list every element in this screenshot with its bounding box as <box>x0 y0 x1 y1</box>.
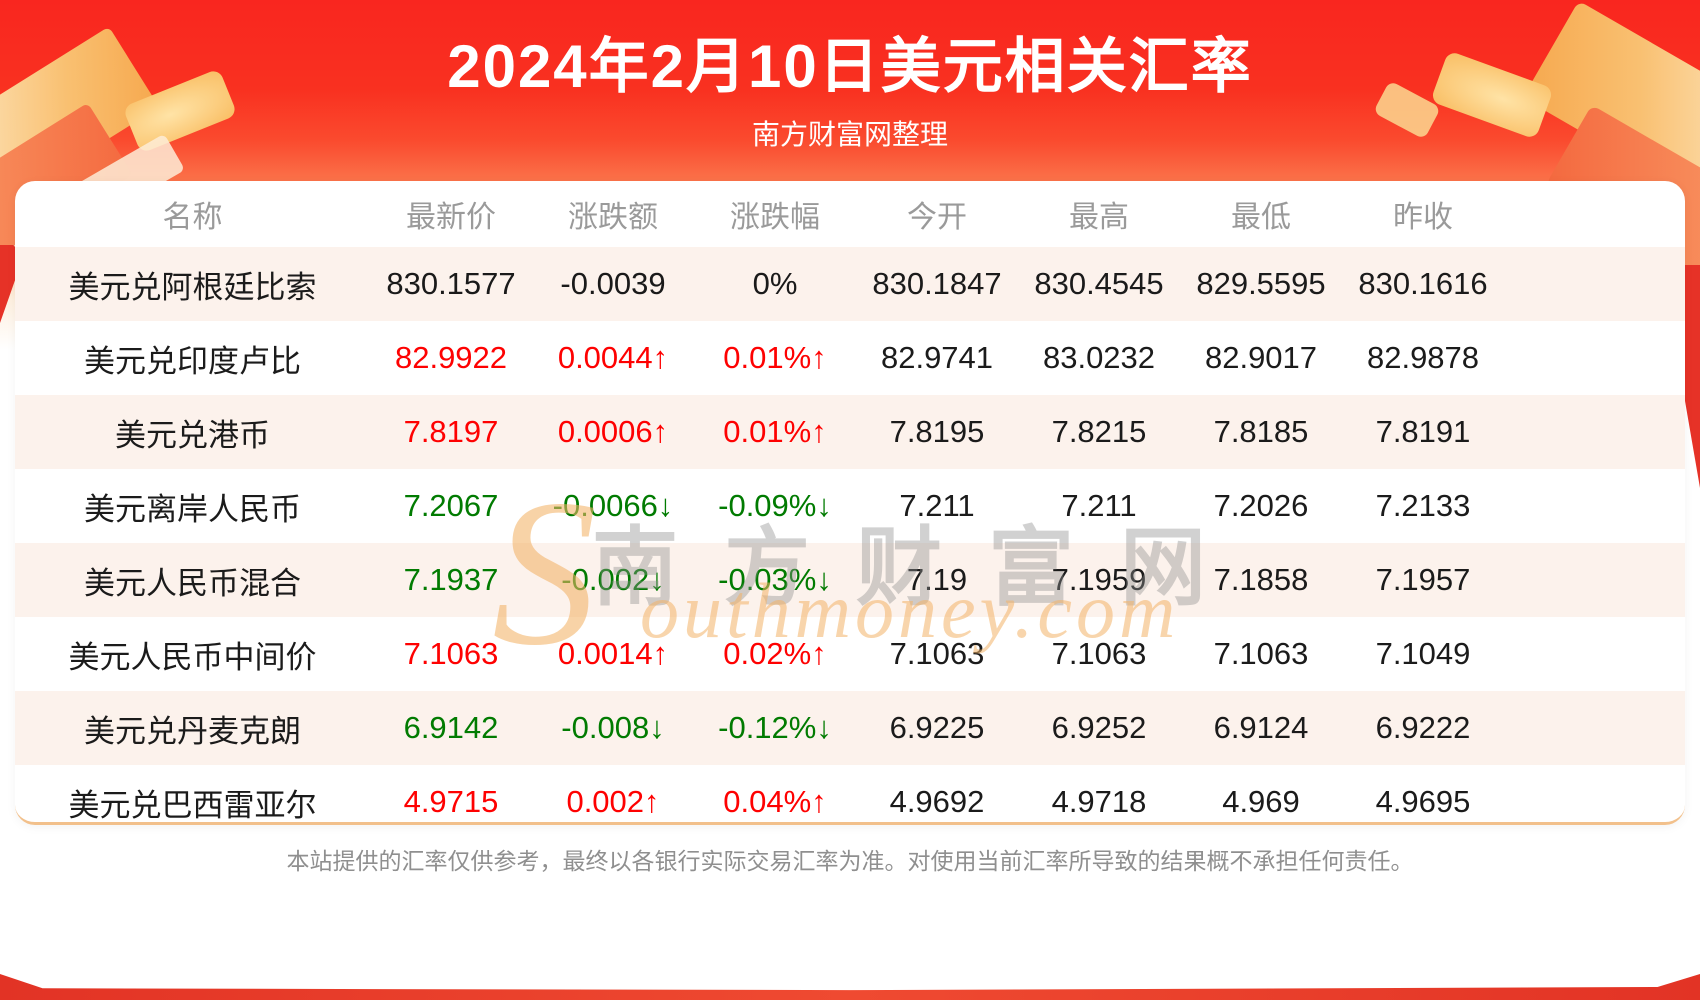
pair-name-cell: 美元人民币混合 <box>84 565 301 601</box>
pair-name-cell: 美元人民币中间价 <box>68 639 317 675</box>
open-cell: 4.9692 <box>889 784 985 819</box>
latest-cell: 7.1063 <box>403 636 499 671</box>
high-cell: 7.211 <box>1061 488 1137 523</box>
high-cell: 830.4545 <box>1034 266 1164 301</box>
prev-close-cell: 4.9695 <box>1375 784 1471 819</box>
open-cell: 7.211 <box>899 488 975 523</box>
high-cell: 7.8215 <box>1051 414 1147 449</box>
table-row: 美元兑港币 7.8197 0.0006↑ 0.01%↑ 7.8195 7.8215 7.81… <box>15 395 1685 469</box>
col-header-name: 名称 <box>162 201 223 234</box>
change-pct-cell: 0.04%↑ <box>723 784 827 819</box>
change-cell: 0.0044↑ <box>557 340 669 375</box>
col-header-low: 最低 <box>1231 201 1291 234</box>
high-cell: 7.1959 <box>1051 562 1147 597</box>
table-row: 美元离岸人民币 7.2067 -0.0066↓ -0.09%↓ 7.211 7.211 7.… <box>15 469 1685 543</box>
open-cell: 7.19 <box>906 562 968 597</box>
low-cell: 82.9017 <box>1204 340 1318 375</box>
low-cell: 7.2026 <box>1213 488 1309 523</box>
change-cell: -0.0066↓ <box>552 488 674 523</box>
decor-red-bottom-bar <box>0 974 1700 1000</box>
pair-name-cell: 美元兑港币 <box>115 417 270 453</box>
rates-table-card: 名称 最新价 涨跌额 涨跌幅 今开 最高 最低 昨收 美元兑阿根廷比索 830.1… <box>15 181 1685 825</box>
change-pct-cell: 0.02%↑ <box>723 636 827 671</box>
pair-name-cell: 美元兑巴西雷亚尔 <box>68 787 317 823</box>
table-row: 美元兑阿根廷比索 830.1577 -0.0039 0% 830.1847 830.454… <box>15 247 1685 321</box>
pair-name-cell: 美元兑阿根廷比索 <box>68 269 317 305</box>
change-cell: -0.008↓ <box>561 710 665 745</box>
high-cell: 6.9252 <box>1051 710 1147 745</box>
high-cell: 4.9718 <box>1051 784 1147 819</box>
table-row: 美元兑印度卢比 82.9922 0.0044↑ 0.01%↑ 82.9741 83.023… <box>15 321 1685 395</box>
table-row: 美元人民币中间价 7.1063 0.0014↑ 0.02%↑ 7.1063 7.1063 7… <box>15 617 1685 691</box>
disclaimer-text: 本站提供的汇率仅供参考，最终以各银行实际交易汇率为准。对使用当前汇率所导致的结果… <box>286 848 1414 874</box>
change-pct-cell: 0.01%↑ <box>723 340 827 375</box>
high-cell: 7.1063 <box>1051 636 1147 671</box>
prev-close-cell: 7.2133 <box>1375 488 1471 523</box>
page-subtitle: 南方财富网整理 <box>751 119 948 150</box>
table-row: 美元兑巴西雷亚尔 4.9715 0.002↑ 0.04%↑ 4.9692 4.9718 4.… <box>15 765 1685 839</box>
prev-close-cell: 830.1616 <box>1358 266 1488 301</box>
pair-name-cell: 美元离岸人民币 <box>84 491 301 527</box>
filler-cell <box>1504 395 1685 469</box>
pair-name-cell: 美元兑印度卢比 <box>84 343 301 379</box>
rates-table: 名称 最新价 涨跌额 涨跌幅 今开 最高 最低 昨收 美元兑阿根廷比索 830.1… <box>15 181 1685 839</box>
open-cell: 7.8195 <box>889 414 985 449</box>
low-cell: 7.8185 <box>1213 414 1309 449</box>
decor-red-wedge-left <box>0 228 15 323</box>
latest-cell: 7.8197 <box>403 414 499 449</box>
decor-red-wedge-right <box>1685 198 1700 488</box>
col-header-high: 最高 <box>1069 201 1129 234</box>
col-header-latest: 最新价 <box>406 201 496 234</box>
col-header-filler <box>1504 181 1685 247</box>
change-cell: 0.002↑ <box>566 784 660 819</box>
prev-close-cell: 82.9878 <box>1366 340 1480 375</box>
pair-name-cell: 美元兑丹麦克朗 <box>84 713 301 749</box>
change-cell: -0.002↓ <box>561 562 665 597</box>
change-cell: 0.0006↑ <box>557 414 669 449</box>
prev-close-cell: 7.8191 <box>1375 414 1471 449</box>
rate-table-body: 美元兑阿根廷比索 830.1577 -0.0039 0% 830.1847 830.454… <box>15 247 1685 839</box>
open-cell: 6.9225 <box>889 710 985 745</box>
col-header-change-pct: 涨跌幅 <box>730 201 820 234</box>
change-pct-cell: 0.01%↑ <box>723 414 827 449</box>
col-header-open: 今开 <box>907 201 967 234</box>
open-cell: 82.9741 <box>880 340 994 375</box>
filler-cell <box>1504 543 1685 617</box>
open-cell: 7.1063 <box>889 636 985 671</box>
filler-cell <box>1504 469 1685 543</box>
change-pct-cell: -0.09%↓ <box>718 488 832 523</box>
filler-cell <box>1504 617 1685 691</box>
prev-close-cell: 7.1957 <box>1375 562 1471 597</box>
table-row: 美元兑丹麦克朗 6.9142 -0.008↓ -0.12%↓ 6.9225 6.9252 6… <box>15 691 1685 765</box>
page-title: 2024年2月10日美元相关汇率 <box>447 33 1253 100</box>
latest-cell: 82.9922 <box>394 340 508 375</box>
filler-cell <box>1504 247 1685 321</box>
prev-close-cell: 6.9222 <box>1375 710 1471 745</box>
low-cell: 829.5595 <box>1196 266 1326 301</box>
col-header-change: 涨跌额 <box>568 201 658 234</box>
high-cell: 83.0232 <box>1042 340 1156 375</box>
table-header-row: 名称 最新价 涨跌额 涨跌幅 今开 最高 最低 昨收 <box>15 181 1685 247</box>
table-row: 美元人民币混合 7.1937 -0.002↓ -0.03%↓ 7.19 7.1959 7.1… <box>15 543 1685 617</box>
low-cell: 4.969 <box>1222 784 1300 819</box>
change-pct-cell: -0.03%↓ <box>718 562 832 597</box>
latest-cell: 4.9715 <box>403 784 499 819</box>
col-header-prev-close: 昨收 <box>1393 201 1453 234</box>
change-pct-cell: -0.12%↓ <box>718 710 832 745</box>
open-cell: 830.1847 <box>872 266 1002 301</box>
filler-cell <box>1504 321 1685 395</box>
prev-close-cell: 7.1049 <box>1375 636 1471 671</box>
low-cell: 7.1063 <box>1213 636 1309 671</box>
filler-cell <box>1504 765 1685 839</box>
latest-cell: 6.9142 <box>403 710 499 745</box>
latest-cell: 7.1937 <box>403 562 499 597</box>
low-cell: 6.9124 <box>1213 710 1309 745</box>
change-cell: 0.0014↑ <box>557 636 669 671</box>
latest-cell: 830.1577 <box>386 266 516 301</box>
change-pct-cell: 0% <box>752 266 798 301</box>
change-cell: -0.0039 <box>560 266 666 301</box>
latest-cell: 7.2067 <box>403 488 499 523</box>
low-cell: 7.1858 <box>1213 562 1309 597</box>
filler-cell <box>1504 691 1685 765</box>
